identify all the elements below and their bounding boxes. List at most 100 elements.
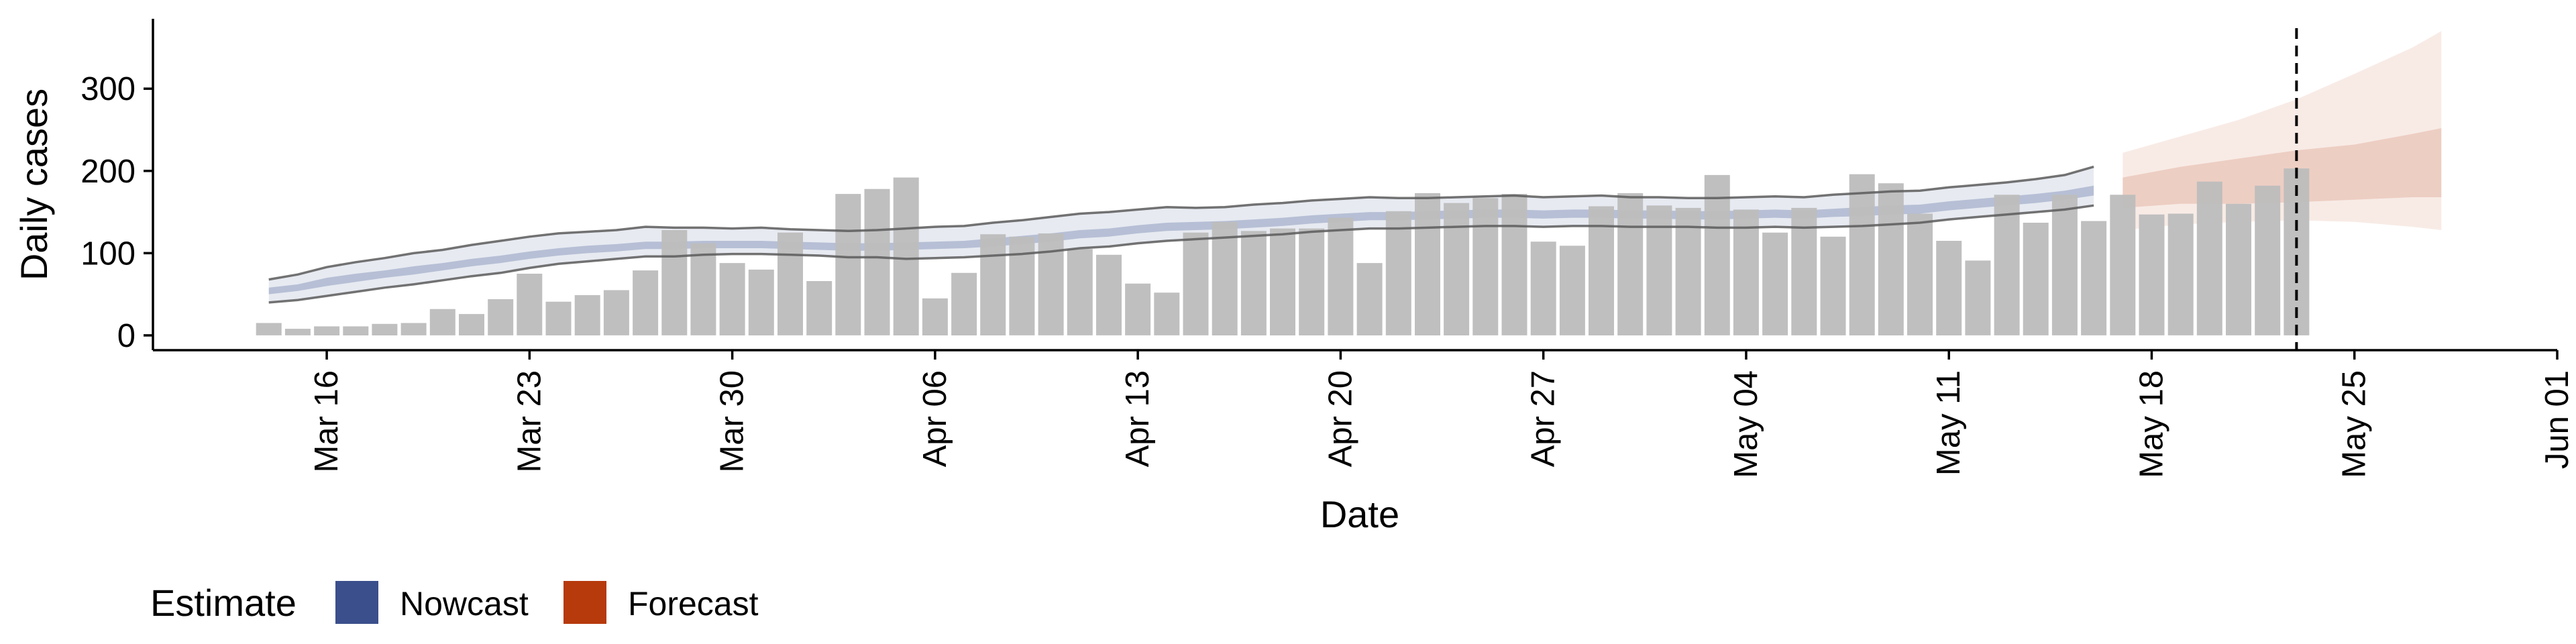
nowcast-upper-line	[268, 165, 2094, 281]
case-bar	[1994, 195, 2020, 335]
case-bar	[777, 232, 803, 335]
axes: 0 100 200 300 Mar 16 Mar 23 Mar 30 Apr 06 Apr 13…	[80, 19, 2575, 478]
y-tick-label: 200	[80, 154, 136, 190]
case-bar	[1907, 213, 1933, 335]
forecast-band-90	[2123, 31, 2442, 231]
case-bar	[2255, 185, 2281, 335]
case-bar	[2051, 195, 2078, 335]
case-bar	[256, 323, 282, 335]
legend-label-forecast: Forecast	[628, 585, 759, 623]
x-tick-label: May 11	[1931, 370, 1967, 476]
case-bar	[2139, 214, 2165, 335]
case-bar	[1328, 217, 1354, 335]
case-bar	[2023, 223, 2049, 335]
x-tick-label: Apr 27	[1525, 370, 1562, 467]
case-bar	[1356, 263, 1383, 335]
case-bar	[314, 326, 340, 335]
case-bar	[1501, 194, 1527, 335]
case-bar	[1530, 241, 1556, 335]
case-bar	[2167, 213, 2194, 335]
legend: Estimate Nowcast Forecast	[150, 581, 759, 624]
case-bar	[1212, 221, 1238, 335]
case-bar	[574, 294, 600, 335]
x-tick-label: Mar 30	[714, 370, 751, 473]
case-bar	[488, 299, 514, 335]
case-bar	[400, 323, 427, 335]
case-bar	[1936, 241, 1962, 335]
legend-title: Estimate	[150, 582, 297, 624]
x-tick-label: Mar 23	[511, 370, 547, 473]
case-bar	[922, 298, 948, 335]
legend-swatch-forecast	[564, 581, 606, 624]
case-bar	[633, 270, 659, 335]
case-bar	[2110, 195, 2136, 335]
case-bar	[459, 314, 484, 335]
case-bar	[429, 309, 455, 335]
case-bar	[661, 230, 688, 335]
case-bar	[2226, 203, 2251, 335]
case-bar	[893, 177, 919, 335]
case-bar	[748, 269, 774, 335]
case-bar	[517, 274, 543, 335]
x-tick-label: May 04	[1728, 370, 1764, 478]
case-bar	[806, 281, 833, 335]
case-bar	[2196, 181, 2222, 335]
case-bar	[1125, 283, 1151, 335]
legend-swatch-nowcast	[335, 581, 378, 624]
case-bar	[1444, 203, 1470, 335]
case-bar	[1791, 207, 1817, 335]
case-bar	[1965, 260, 1991, 335]
case-bar	[1067, 249, 1093, 335]
case-bar	[603, 290, 629, 335]
x-tick-label: May 25	[2337, 370, 2373, 478]
case-bar	[1646, 205, 1672, 335]
legend-label-nowcast: Nowcast	[400, 585, 529, 623]
case-bar	[1096, 254, 1122, 335]
case-bar	[1762, 232, 1788, 335]
x-tick-label: May 18	[2134, 370, 2170, 478]
case-bar	[343, 326, 369, 335]
case-bar	[1617, 193, 1644, 335]
case-bar	[1270, 228, 1295, 335]
nowcast-lower-line	[268, 204, 2094, 304]
case-bar	[1849, 174, 1875, 335]
case-bar	[1820, 236, 1846, 335]
case-bar	[1154, 292, 1180, 335]
case-bar	[1038, 233, 1064, 335]
case-bar	[1733, 209, 1759, 335]
x-tick-label: Apr 13	[1120, 370, 1156, 467]
case-bar	[1559, 246, 1585, 335]
case-bar	[864, 189, 890, 335]
case-bar	[719, 263, 745, 335]
y-axis-title: Daily cases	[13, 89, 55, 280]
case-bar	[1183, 232, 1209, 335]
x-tick-label: Apr 06	[917, 370, 953, 467]
case-bar	[1415, 193, 1440, 335]
y-tick-label: 0	[117, 318, 136, 354]
case-bar	[835, 194, 861, 335]
case-bar	[1878, 183, 1904, 335]
band-outlines	[268, 165, 2094, 304]
case-bar	[1472, 198, 1499, 335]
case-bar	[951, 272, 977, 335]
x-tick-label: Jun 01	[2539, 370, 2575, 469]
x-axis-title: Date	[1320, 493, 1399, 535]
case-bar	[1240, 231, 1267, 335]
x-tick-label: Apr 20	[1322, 370, 1358, 467]
case-bar	[1385, 211, 1411, 335]
case-bar	[1009, 236, 1035, 335]
case-bar	[1675, 207, 1701, 335]
case-bar	[1589, 206, 1614, 335]
case-bar	[1704, 174, 1730, 335]
case-bar	[545, 301, 572, 335]
case-bar	[2081, 221, 2107, 335]
case-bar	[1299, 228, 1325, 335]
y-tick-label: 300	[80, 71, 136, 107]
case-bar	[690, 243, 716, 335]
x-tick-label: Mar 16	[309, 370, 345, 473]
case-bar	[284, 329, 311, 335]
case-bar	[372, 323, 398, 335]
y-tick-label: 100	[80, 235, 136, 272]
